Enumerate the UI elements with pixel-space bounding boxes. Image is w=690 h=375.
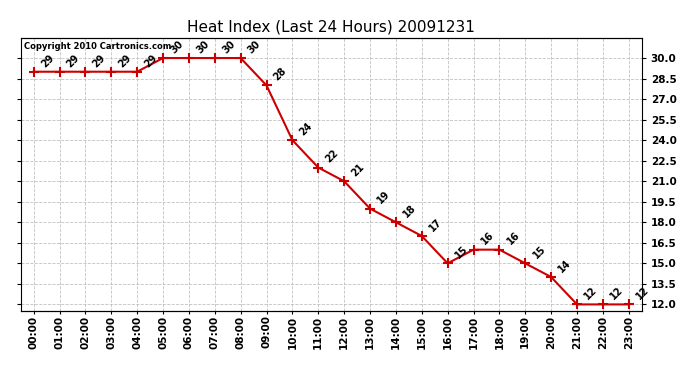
Text: 30: 30 bbox=[195, 39, 211, 55]
Text: 15: 15 bbox=[531, 244, 547, 261]
Text: 14: 14 bbox=[557, 258, 573, 274]
Text: 22: 22 bbox=[324, 148, 340, 165]
Text: 29: 29 bbox=[65, 53, 81, 69]
Text: 29: 29 bbox=[143, 53, 159, 69]
Text: 16: 16 bbox=[505, 230, 522, 247]
Text: 12: 12 bbox=[582, 285, 599, 302]
Text: 30: 30 bbox=[220, 39, 237, 55]
Text: 28: 28 bbox=[272, 66, 289, 82]
Text: 29: 29 bbox=[91, 53, 108, 69]
Text: 21: 21 bbox=[350, 162, 366, 178]
Text: 12: 12 bbox=[609, 285, 625, 302]
Text: 18: 18 bbox=[402, 203, 418, 219]
Text: 15: 15 bbox=[453, 244, 470, 261]
Text: 19: 19 bbox=[375, 189, 392, 206]
Text: 29: 29 bbox=[117, 53, 133, 69]
Text: 29: 29 bbox=[39, 53, 56, 69]
Text: 30: 30 bbox=[246, 39, 263, 55]
Text: 16: 16 bbox=[479, 230, 495, 247]
Title: Heat Index (Last 24 Hours) 20091231: Heat Index (Last 24 Hours) 20091231 bbox=[187, 20, 475, 35]
Text: 17: 17 bbox=[427, 217, 444, 233]
Text: Copyright 2010 Cartronics.com: Copyright 2010 Cartronics.com bbox=[23, 42, 171, 51]
Text: 30: 30 bbox=[168, 39, 185, 55]
Text: 12: 12 bbox=[634, 285, 651, 302]
Text: 24: 24 bbox=[298, 121, 315, 137]
